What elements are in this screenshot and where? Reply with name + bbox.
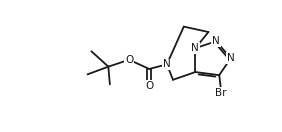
Text: O: O [145, 81, 153, 91]
Text: N: N [191, 43, 199, 53]
Text: N: N [163, 59, 171, 69]
Text: Br: Br [215, 88, 226, 98]
Text: O: O [125, 55, 133, 65]
Text: N: N [227, 53, 235, 63]
Text: N: N [212, 36, 220, 46]
